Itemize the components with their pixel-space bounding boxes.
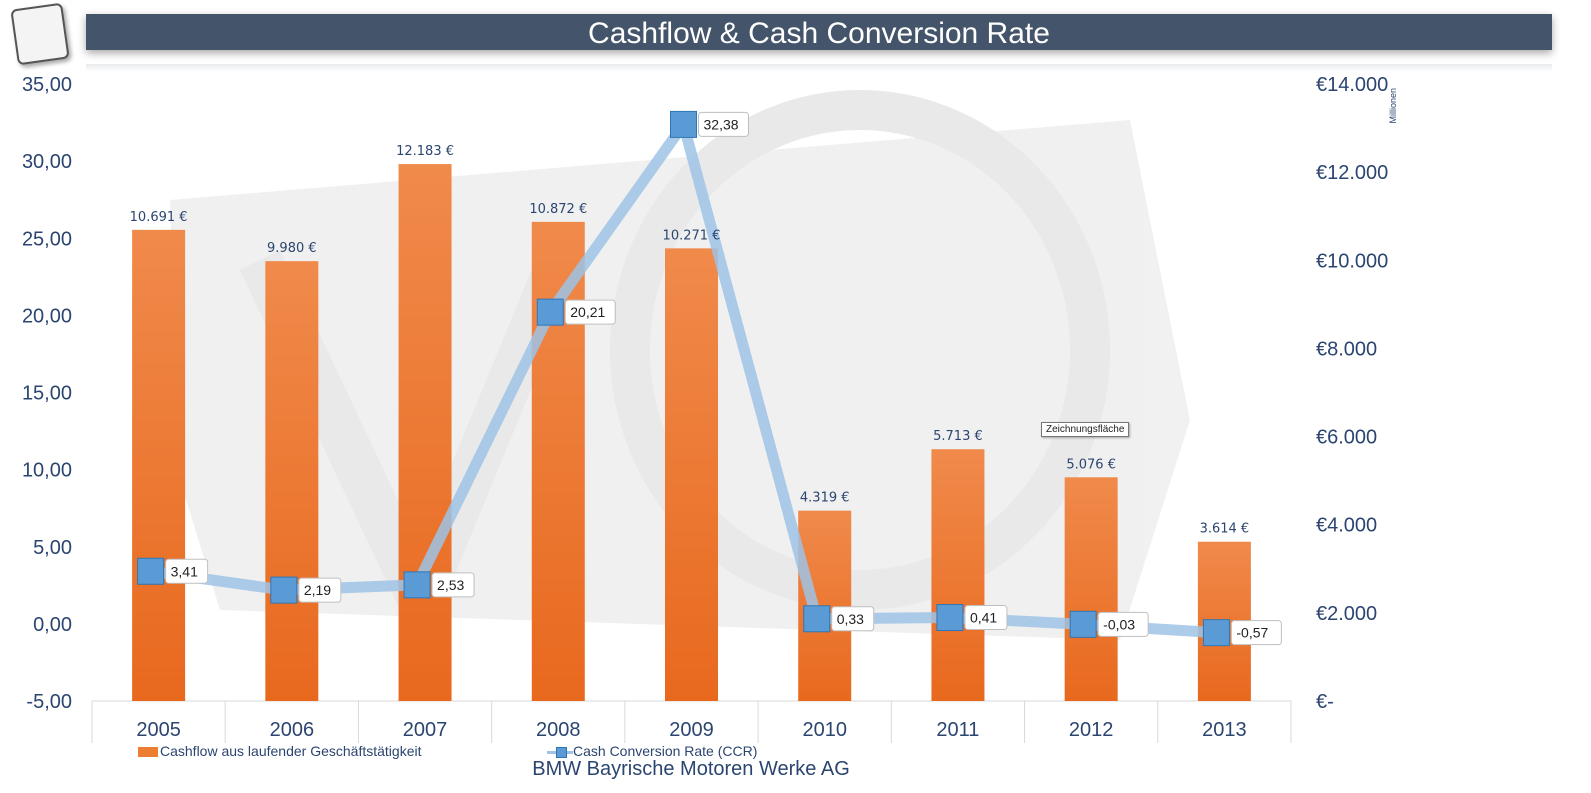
- cashflow-bar[interactable]: [132, 229, 186, 702]
- ccr-marker[interactable]: [1202, 619, 1230, 647]
- ccr-marker[interactable]: [270, 576, 298, 604]
- x-tick-label: 2006: [270, 719, 315, 741]
- y-secondary-tick-label: €8.000: [1316, 338, 1377, 360]
- y-secondary-tick-label: €-: [1316, 691, 1334, 713]
- cashflow-data-label: 9.980 €: [267, 241, 317, 256]
- legend-ccr-label[interactable]: Cash Conversion Rate (CCR): [573, 743, 758, 759]
- ccr-marker[interactable]: [936, 604, 964, 632]
- y-secondary-tick-label: €10.000: [1316, 250, 1388, 272]
- ccr-data-label: 2,19: [304, 582, 331, 598]
- chart-subtitle: BMW Bayrische Motoren Werke AG: [532, 758, 850, 780]
- data-labels-layer: 10.691 € 9.980 € 12.183 € 10.872 € 10.271 € 4…: [130, 111, 1282, 646]
- x-tick-label: 2008: [536, 719, 581, 741]
- ccr-label-box: [1230, 620, 1282, 646]
- cashflow-bar[interactable]: [665, 248, 718, 702]
- ccr-label-box: [165, 558, 209, 584]
- y-primary-tick-label: 10,00: [22, 460, 72, 482]
- y-secondary-tick-label: €4.000: [1316, 515, 1377, 537]
- ccr-data-label: 0,41: [970, 610, 997, 626]
- ccr-label-box: [698, 111, 749, 137]
- cashflow-data-label: 4.319 €: [800, 491, 850, 506]
- ccr-data-label: -0,03: [1103, 616, 1135, 632]
- cashflow-bar[interactable]: [1064, 477, 1118, 701]
- ccr-marker[interactable]: [670, 110, 697, 138]
- ccr-marker[interactable]: [137, 557, 165, 585]
- ccr-data-label: 0,33: [837, 611, 864, 627]
- legend-ccr-swatch: [547, 747, 573, 758]
- ccr-label-box: [1097, 611, 1149, 637]
- y-primary-tick-label: 0,00: [33, 614, 72, 636]
- x-tick-label: 2009: [669, 719, 714, 741]
- bars-layer: [132, 164, 1251, 702]
- y-primary-tick-label: 25,00: [22, 228, 72, 250]
- legend-cashflow-swatch: [138, 747, 158, 757]
- ccr-label-box: [431, 572, 475, 598]
- ccr-marker[interactable]: [536, 298, 564, 326]
- cashflow-data-label: 5.076 €: [1066, 457, 1116, 472]
- x-tick-label: 2007: [403, 719, 448, 741]
- cashflow-data-label: 12.183 €: [396, 144, 454, 159]
- legend-cashflow-label[interactable]: Cashflow aus laufender Geschäftstätigkei…: [160, 743, 422, 759]
- y-primary-tick-label: 5,00: [33, 537, 72, 559]
- x-tick-label: 2012: [1069, 719, 1114, 741]
- plot-area-tooltip: Zeichnungsfläche: [1041, 422, 1130, 437]
- cashflow-data-label: 10.872 €: [529, 202, 587, 217]
- ccr-marker[interactable]: [803, 605, 831, 633]
- y-primary-tick-label: 30,00: [22, 151, 72, 173]
- ccr-data-label: 2,53: [437, 577, 464, 593]
- cashflow-bar[interactable]: [931, 449, 985, 701]
- y-primary-tick-label: -5,00: [26, 691, 72, 713]
- cashflow-bar[interactable]: [398, 164, 452, 702]
- y-primary-tick-label: 20,00: [22, 305, 72, 327]
- y-secondary-tick-label: €12.000: [1316, 162, 1388, 184]
- ccr-label-box: [964, 605, 1008, 631]
- y-secondary-tick-label: €2.000: [1316, 603, 1377, 625]
- secondary-axis-unit-label: Millionen: [1388, 88, 1398, 124]
- y-primary-tick-label: 15,00: [22, 383, 72, 405]
- x-tick-label: 2010: [802, 719, 847, 741]
- x-tick-label: 2011: [936, 719, 979, 741]
- ccr-label-box: [564, 299, 616, 325]
- ccr-data-label: -0,57: [1236, 625, 1268, 641]
- cashflow-data-label: 10.691 €: [130, 210, 188, 225]
- cashflow-data-label: 5.713 €: [933, 429, 983, 444]
- cashflow-data-label: 10.271 €: [663, 228, 721, 243]
- chart-title: Cashflow & Cash Conversion Rate: [588, 17, 1050, 50]
- x-tick-label: 2005: [136, 719, 181, 741]
- ccr-marker[interactable]: [403, 571, 431, 599]
- ccr-data-label: 32,38: [704, 116, 739, 132]
- y-secondary-tick-label: €6.000: [1316, 427, 1377, 449]
- ccr-data-label: 3,41: [171, 563, 198, 579]
- ccr-data-label: 20,21: [570, 304, 605, 320]
- ccr-label-box: [831, 606, 875, 632]
- cashflow-data-label: 3.614 €: [1200, 522, 1250, 537]
- y-primary-tick-label: 35,00: [22, 74, 72, 96]
- title-banner: Cashflow & Cash Conversion Rate: [86, 14, 1552, 72]
- y-secondary-tick-label: €14.000: [1316, 74, 1388, 96]
- ccr-marker[interactable]: [1069, 610, 1097, 638]
- cashflow-bar[interactable]: [265, 261, 319, 701]
- ccr-label-box: [298, 577, 342, 603]
- x-tick-label: 2013: [1202, 719, 1247, 741]
